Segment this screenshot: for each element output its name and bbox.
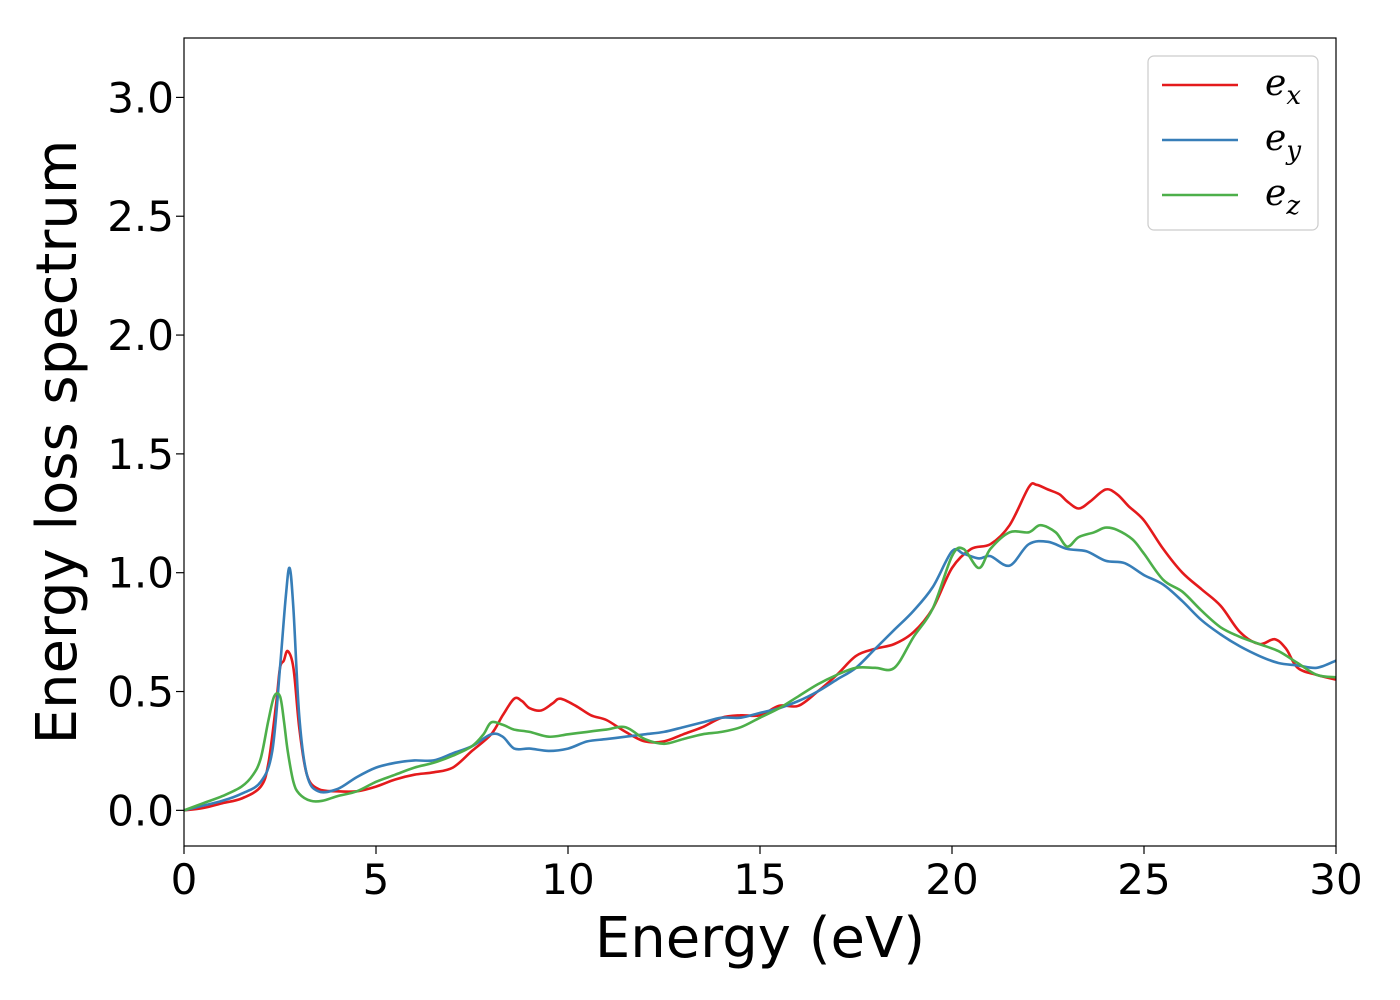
y-tick-label: 0.0 (107, 786, 174, 835)
x-axis: 0 5 10 15 20 25 30 (171, 846, 1363, 904)
legend-label-ex: ex (1265, 63, 1301, 111)
legend-subscript: x (1286, 81, 1301, 111)
x-axis-title: Energy (eV) (595, 906, 925, 971)
x-tick-label: 0 (171, 855, 198, 904)
legend-box (1147, 55, 1319, 231)
x-tick-label: 30 (1309, 855, 1362, 904)
y-axis: 0.0 0.5 1.0 1.5 2.0 2.5 3.0 (107, 73, 184, 835)
series-line-ex (183, 482, 1337, 812)
y-axis-title: Energy loss spectrum (25, 140, 90, 745)
y-tick-label: 0.5 (107, 668, 174, 717)
y-tick-label: 2.0 (107, 311, 174, 360)
series-line-ey (183, 539, 1337, 812)
y-tick-label: 1.0 (107, 549, 174, 598)
x-tick-label: 15 (733, 855, 786, 904)
x-tick-label: 10 (541, 855, 594, 904)
x-tick-label: 5 (363, 855, 390, 904)
legend-label-ey: ey (1265, 118, 1301, 166)
legend-subscript: y (1285, 136, 1301, 166)
y-tick-label: 1.5 (107, 430, 174, 479)
series-layer (183, 482, 1337, 812)
y-tick-label: 2.5 (107, 192, 174, 241)
series-line-ez (183, 523, 1337, 812)
legend-subscript: z (1285, 191, 1300, 221)
x-tick-label: 20 (925, 855, 978, 904)
y-tick-label: 3.0 (107, 73, 174, 122)
x-tick-label: 25 (1117, 855, 1170, 904)
